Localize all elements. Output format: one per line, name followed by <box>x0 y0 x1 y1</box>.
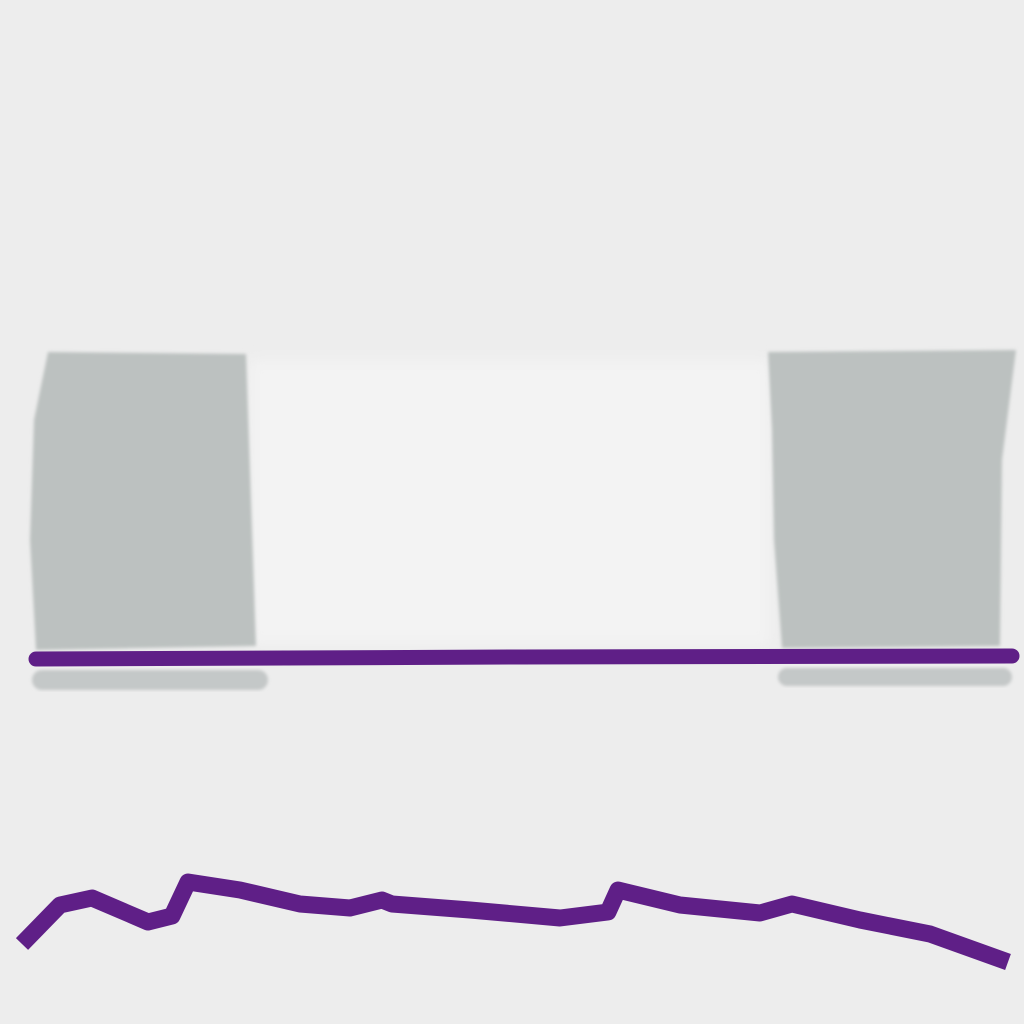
center-highlight <box>250 360 770 645</box>
horizon-line <box>28 648 1020 667</box>
left-block-shadow <box>32 670 268 690</box>
left-block <box>30 352 256 650</box>
wavy-line <box>15 873 1011 971</box>
right-block-shadow <box>778 668 1012 686</box>
right-block <box>768 350 1016 648</box>
